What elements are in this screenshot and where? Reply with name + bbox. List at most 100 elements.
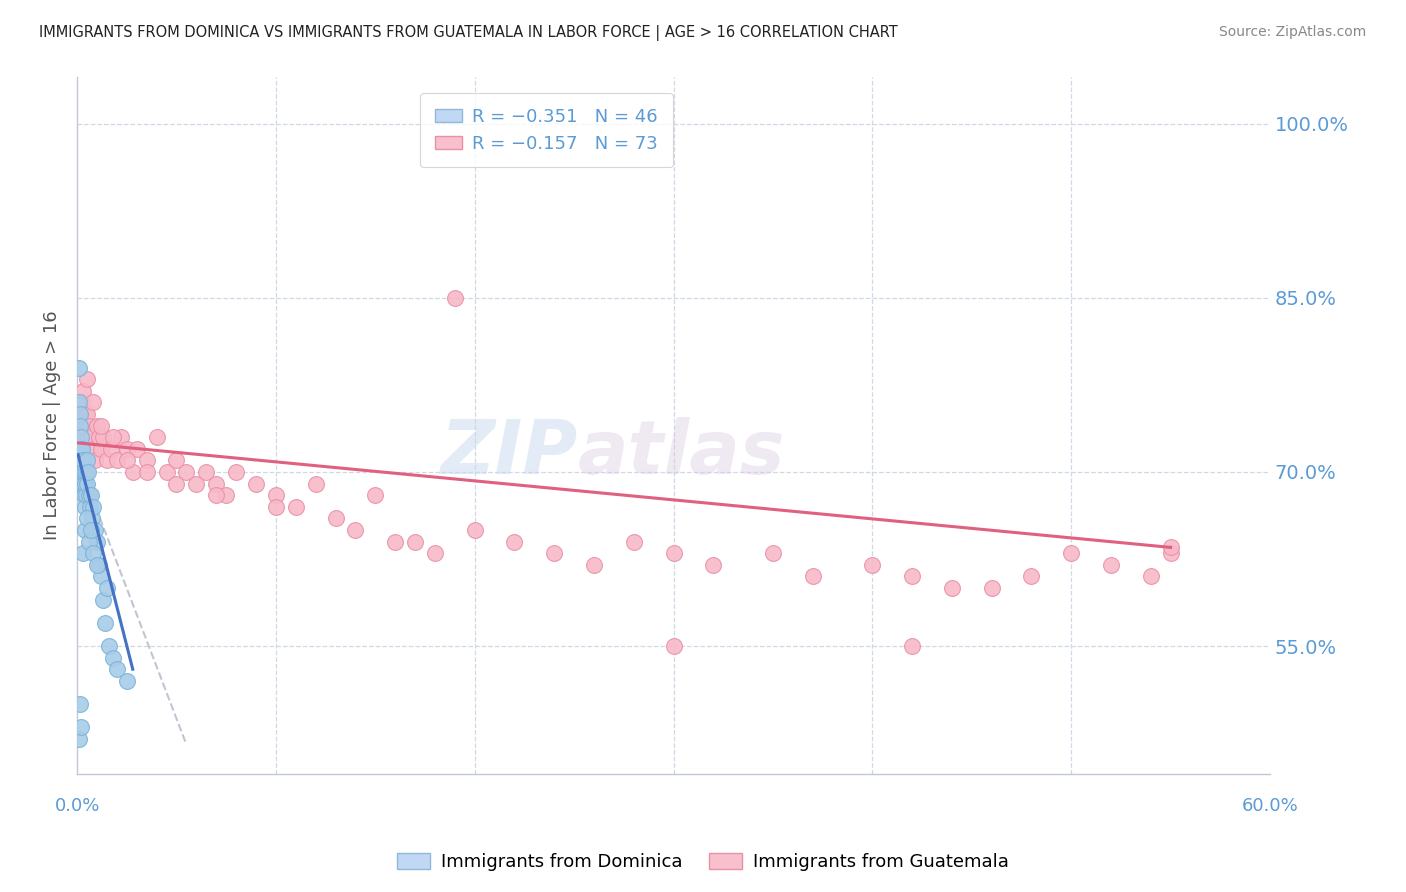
Point [195, 465, 218, 479]
Point [75, 418, 97, 433]
Point [67, 395, 90, 409]
Point [73, 407, 96, 421]
Point [186, 476, 208, 491]
Point [503, 534, 526, 549]
Point [70, 442, 93, 456]
Point [67, 360, 90, 375]
Point [166, 453, 188, 467]
Y-axis label: In Labor Force | Age > 16: In Labor Force | Age > 16 [44, 310, 60, 541]
Point [662, 546, 685, 560]
Point [67, 430, 90, 444]
Point [97, 639, 120, 653]
Point [404, 534, 426, 549]
Point [155, 465, 177, 479]
Point [91, 592, 114, 607]
Point [1160, 546, 1182, 560]
Text: atlas: atlas [578, 417, 786, 490]
Point [662, 639, 685, 653]
Point [75, 465, 97, 479]
Legend: Immigrants from Dominica, Immigrants from Guatemala: Immigrants from Dominica, Immigrants fro… [391, 846, 1015, 879]
Point [762, 546, 785, 560]
Point [166, 476, 188, 491]
Point [70, 395, 93, 409]
Point [73, 523, 96, 537]
Point [901, 639, 924, 653]
Point [73, 465, 96, 479]
Point [76, 476, 98, 491]
Point [76, 407, 98, 421]
Point [245, 476, 267, 491]
Point [100, 442, 122, 456]
Point [443, 291, 465, 305]
Point [1160, 541, 1182, 555]
Point [101, 650, 124, 665]
Point [82, 395, 104, 409]
Point [145, 430, 167, 444]
Point [215, 488, 238, 502]
Point [96, 453, 118, 467]
Point [73, 476, 96, 491]
Point [305, 476, 328, 491]
Point [344, 523, 367, 537]
Point [75, 488, 97, 502]
Point [1099, 558, 1122, 572]
Point [77, 465, 100, 479]
Point [801, 569, 824, 583]
Point [623, 534, 645, 549]
Point [582, 558, 605, 572]
Text: IMMIGRANTS FROM DOMINICA VS IMMIGRANTS FROM GUATEMALA IN LABOR FORCE | AGE > 16 : IMMIGRANTS FROM DOMINICA VS IMMIGRANTS F… [39, 25, 898, 41]
Text: ZIP: ZIP [441, 417, 578, 490]
Point [76, 511, 98, 525]
Point [105, 453, 128, 467]
Point [115, 453, 138, 467]
Point [69, 418, 91, 433]
Point [69, 697, 91, 711]
Point [67, 731, 90, 746]
Point [205, 476, 228, 491]
Point [80, 430, 103, 444]
Point [90, 442, 112, 456]
Point [70, 465, 93, 479]
Point [77, 418, 100, 433]
Point [70, 720, 93, 734]
Point [115, 442, 138, 456]
Point [69, 418, 91, 433]
Point [86, 534, 108, 549]
Point [176, 465, 198, 479]
Point [464, 523, 486, 537]
Point [135, 453, 157, 467]
Point [72, 453, 94, 467]
Point [901, 569, 924, 583]
Point [73, 430, 96, 444]
Point [121, 465, 143, 479]
Point [82, 546, 104, 560]
Point [80, 488, 103, 502]
Point [125, 442, 148, 456]
Point [86, 558, 108, 572]
Text: Source: ZipAtlas.com: Source: ZipAtlas.com [1219, 25, 1367, 39]
Point [94, 615, 117, 630]
Point [90, 569, 112, 583]
Point [77, 488, 100, 502]
Point [205, 488, 228, 502]
Point [1060, 546, 1083, 560]
Point [941, 581, 963, 595]
Point [860, 558, 883, 572]
Point [77, 430, 100, 444]
Point [80, 511, 103, 525]
Text: 0.0%: 0.0% [55, 797, 100, 815]
Point [225, 465, 247, 479]
Text: 60.0%: 60.0% [1241, 797, 1298, 815]
Point [284, 500, 307, 514]
Point [82, 442, 104, 456]
Point [702, 558, 724, 572]
Point [135, 465, 157, 479]
Point [543, 546, 565, 560]
Point [1021, 569, 1043, 583]
Point [264, 500, 287, 514]
Point [264, 488, 287, 502]
Point [115, 673, 138, 688]
Point [70, 453, 93, 467]
Point [70, 407, 93, 421]
Point [87, 430, 110, 444]
